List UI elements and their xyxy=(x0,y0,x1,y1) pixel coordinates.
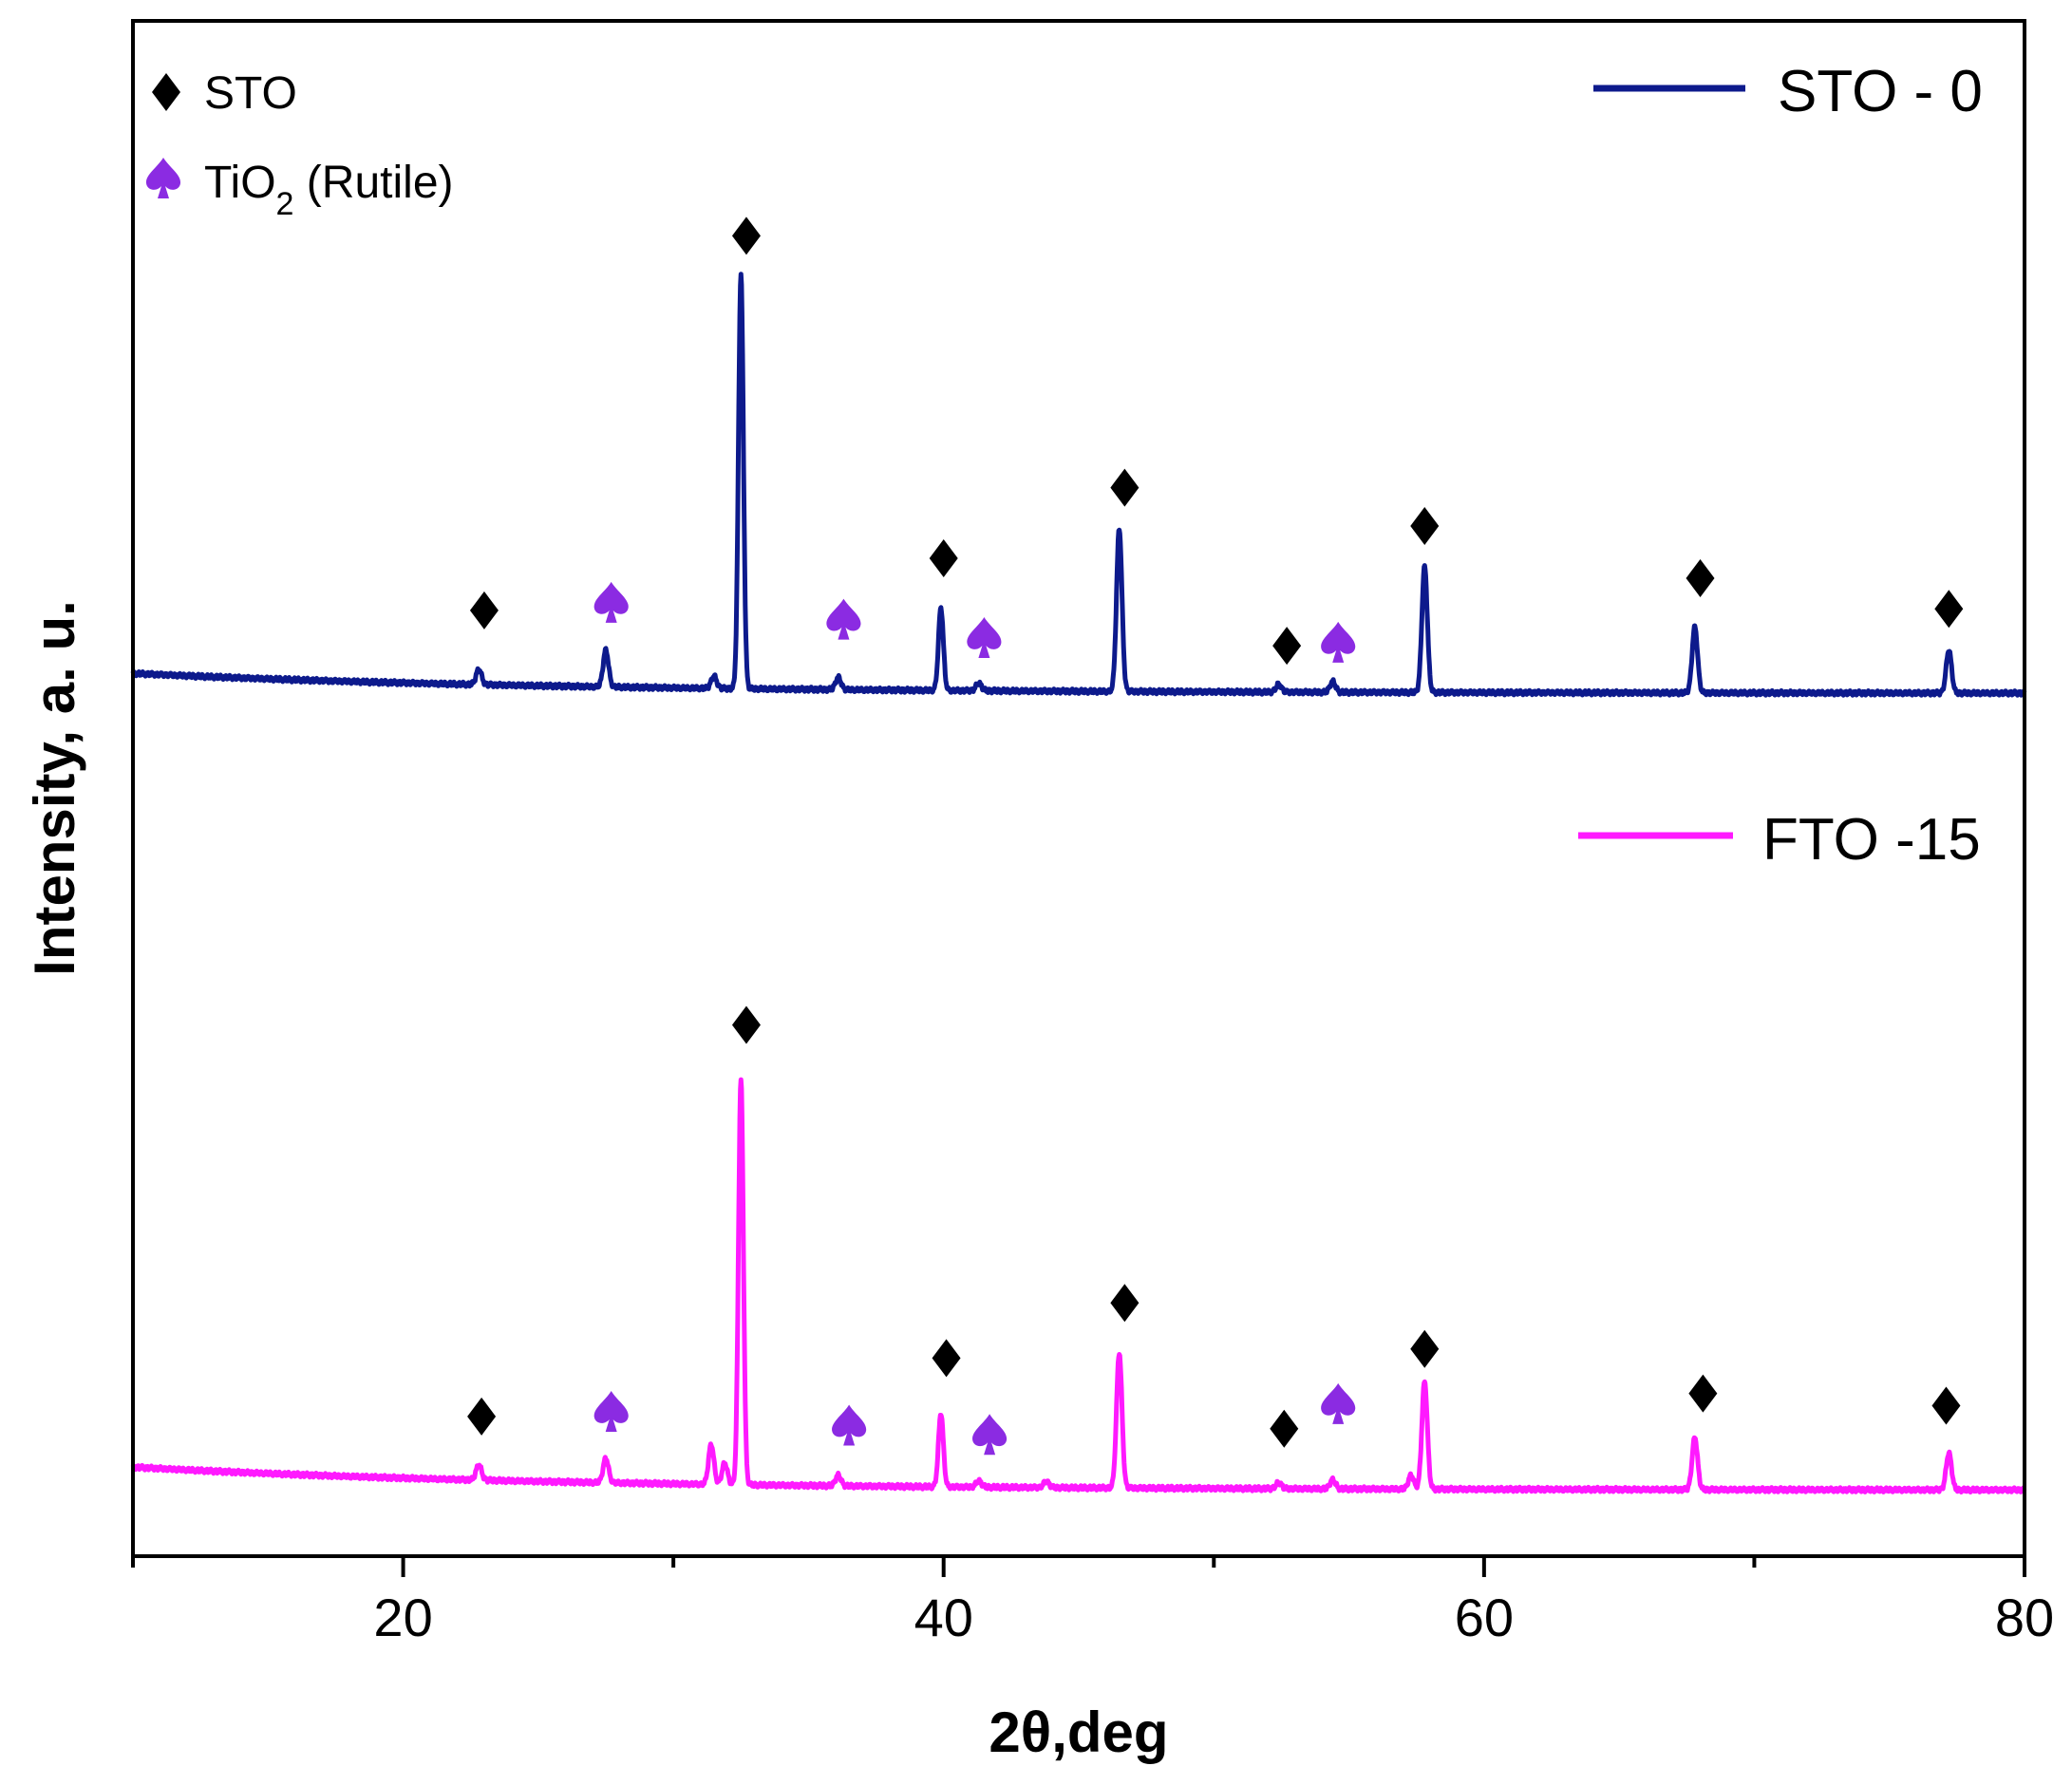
x-tick-label-20: 20 xyxy=(373,1588,432,1647)
tio2-peak-marker-sto-0-1 xyxy=(593,581,629,623)
tio2-peak-marker-sto-0-8 xyxy=(1321,621,1356,663)
sto-peak-marker-fto-15-10 xyxy=(1688,1374,1718,1413)
series-line-sto-0 xyxy=(130,272,2027,698)
tio2-peak-marker-fto-15-5 xyxy=(972,1414,1008,1456)
tio2-peak-marker-fto-15-8 xyxy=(1321,1382,1356,1424)
legend-label-sto-0: STO - 0 xyxy=(1778,59,1983,124)
sto-peak-marker-sto-0-0 xyxy=(469,591,499,629)
sto-peak-marker-fto-15-11 xyxy=(1931,1386,1961,1425)
marker-legend-tio2-label: TiO2 (Rutile) xyxy=(204,158,454,222)
x-tick-label-60: 60 xyxy=(1455,1588,1514,1647)
sto-peak-marker-sto-0-6 xyxy=(1110,468,1140,507)
marker-layer xyxy=(467,216,1964,1456)
spade-icon xyxy=(145,158,181,198)
y-axis-title: Intensity, a. u. xyxy=(23,600,86,976)
sto-peak-marker-fto-15-6 xyxy=(1110,1284,1140,1323)
sto-peak-marker-sto-0-2 xyxy=(731,216,761,255)
diamond-icon xyxy=(152,73,180,111)
sto-peak-marker-fto-15-9 xyxy=(1410,1329,1440,1368)
tio2-peak-marker-sto-0-5 xyxy=(967,617,1002,659)
tio2-peak-marker-fto-15-3 xyxy=(832,1404,867,1446)
sto-peak-marker-sto-0-10 xyxy=(1686,558,1715,597)
sto-peak-marker-fto-15-0 xyxy=(467,1397,497,1436)
x-axis-title: 2θ,deg xyxy=(989,1700,1168,1764)
x-tick-label-80: 80 xyxy=(1995,1588,2054,1647)
tio2-peak-marker-fto-15-1 xyxy=(593,1391,629,1433)
sto-peak-marker-fto-15-2 xyxy=(731,1005,761,1044)
series-line-fto-15 xyxy=(130,1077,2027,1494)
series-layer xyxy=(130,272,2027,1494)
sto-peak-marker-sto-0-9 xyxy=(1410,506,1440,545)
tio2-main: TiO xyxy=(204,158,276,208)
sto-peak-marker-fto-15-4 xyxy=(932,1339,961,1378)
legend-diamond-shape xyxy=(152,73,180,111)
sto-peak-marker-sto-0-11 xyxy=(1934,590,1964,629)
marker-legend: STO TiO2 (Rutile) xyxy=(145,68,454,222)
tio2-peak-marker-sto-0-3 xyxy=(826,598,861,640)
tio2-subscript: 2 xyxy=(276,186,294,222)
sto-peak-marker-sto-0-7 xyxy=(1272,627,1302,666)
tio2-rest: (Rutile) xyxy=(293,158,453,208)
x-axis-ticks: 20 40 60 80 xyxy=(131,1556,2054,1647)
series-legend: STO - 0 FTO -15 xyxy=(1578,59,1983,873)
plot-frame xyxy=(131,19,2026,1558)
sto-peak-marker-sto-0-4 xyxy=(929,538,958,577)
x-tick-label-40: 40 xyxy=(914,1588,973,1647)
legend-label-fto-15: FTO -15 xyxy=(1762,807,1981,873)
marker-legend-sto-label: STO xyxy=(204,68,297,119)
legend-spade-shape xyxy=(145,158,181,198)
sto-peak-marker-fto-15-7 xyxy=(1270,1409,1299,1448)
